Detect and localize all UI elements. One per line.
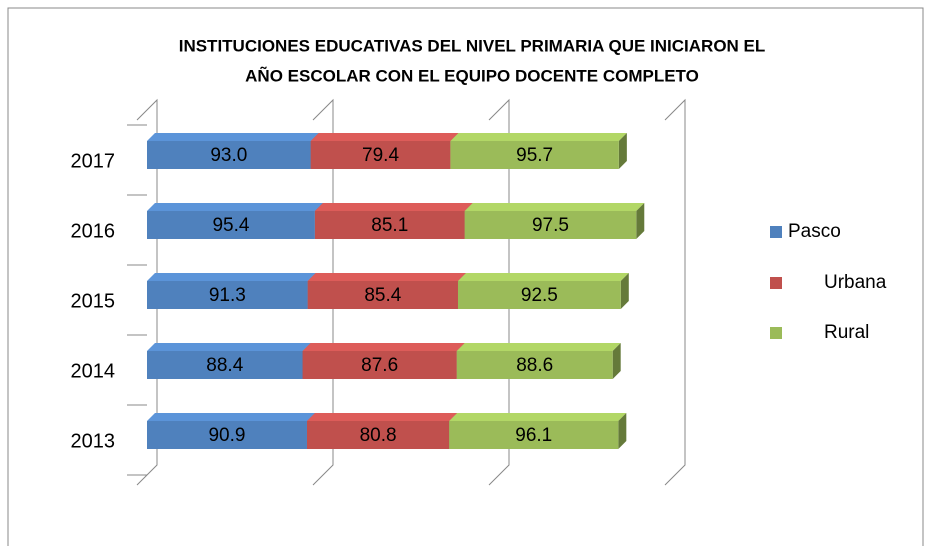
bar-top — [302, 343, 465, 351]
bar — [307, 281, 458, 309]
bar-top — [456, 343, 621, 351]
chart-title: INSTITUCIONES EDUCATIVAS DEL NIVEL PRIMA… — [179, 36, 766, 55]
data-label: 91.3 — [209, 285, 246, 306]
bar-top — [306, 413, 458, 421]
grid-line — [664, 98, 686, 486]
bar — [310, 141, 451, 169]
data-label: 97.5 — [532, 215, 569, 236]
bar-top — [464, 203, 645, 211]
legend-label: Rural — [824, 322, 869, 343]
bar-top — [307, 273, 466, 281]
legend-swatch — [770, 277, 782, 289]
bar — [314, 211, 465, 239]
bar-side — [612, 343, 621, 379]
bar-side — [636, 203, 645, 239]
legend-swatch — [770, 226, 782, 238]
bar — [456, 351, 613, 379]
data-label: 85.1 — [371, 215, 408, 236]
bar — [464, 211, 637, 239]
bar — [147, 211, 315, 239]
bar — [147, 141, 311, 169]
data-label: 80.8 — [360, 425, 397, 446]
bar — [147, 281, 308, 309]
bar-side — [618, 413, 627, 449]
y-tick-label: 2015 — [71, 290, 116, 312]
bar-top — [310, 133, 459, 141]
bar-top — [450, 133, 627, 141]
bar-top — [147, 273, 316, 281]
bar — [449, 421, 619, 449]
y-tick-label: 2017 — [71, 150, 116, 172]
chart-title: AÑO ESCOLAR CON EL EQUIPO DOCENTE COMPLE… — [245, 65, 699, 85]
data-label: 79.4 — [362, 145, 399, 166]
bar — [147, 421, 307, 449]
legend-label: Urbana — [824, 272, 887, 293]
data-label: 87.6 — [361, 355, 398, 376]
data-label: 92.5 — [521, 285, 558, 306]
bar-top — [314, 203, 473, 211]
bar-side — [618, 133, 627, 169]
bar-top — [147, 133, 319, 141]
data-label: 88.6 — [516, 355, 553, 376]
y-tick-label: 2013 — [71, 430, 116, 452]
data-label: 88.4 — [206, 355, 243, 376]
data-label: 95.7 — [516, 145, 553, 166]
bar — [147, 351, 303, 379]
bar-side — [620, 273, 629, 309]
data-label: 96.1 — [515, 425, 552, 446]
bar-top — [147, 343, 311, 351]
data-label: 93.0 — [210, 145, 247, 166]
legend-label: Pasco — [788, 221, 841, 242]
data-label: 95.4 — [212, 215, 249, 236]
y-tick-label: 2016 — [71, 220, 116, 242]
bar-top — [147, 203, 323, 211]
bar-top — [449, 413, 627, 421]
data-label: 85.4 — [364, 285, 401, 306]
y-tick-label: 2014 — [71, 360, 116, 382]
legend-swatch — [770, 327, 782, 339]
bar — [306, 421, 450, 449]
bar-top — [457, 273, 629, 281]
bar-top — [147, 413, 315, 421]
bar — [457, 281, 621, 309]
data-label: 90.9 — [208, 425, 245, 446]
bar — [302, 351, 457, 379]
bar — [450, 141, 619, 169]
